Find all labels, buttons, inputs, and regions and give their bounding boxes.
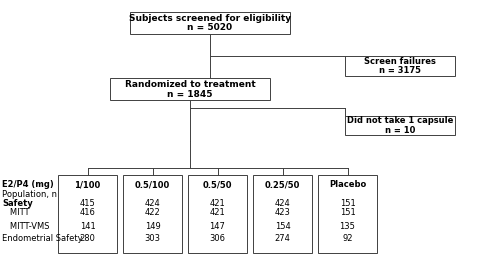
- Text: 421: 421: [210, 199, 226, 208]
- FancyBboxPatch shape: [130, 12, 290, 34]
- Text: Placebo: Placebo: [329, 180, 366, 189]
- Text: 423: 423: [274, 208, 290, 217]
- Text: n = 10: n = 10: [385, 126, 415, 135]
- FancyBboxPatch shape: [58, 175, 117, 253]
- Text: Randomized to treatment: Randomized to treatment: [124, 80, 256, 89]
- FancyBboxPatch shape: [345, 116, 455, 135]
- Text: MITT: MITT: [2, 208, 30, 217]
- Text: 92: 92: [342, 234, 353, 243]
- Text: 424: 424: [144, 199, 160, 208]
- Text: 0.25/50: 0.25/50: [265, 180, 300, 189]
- Text: 1/100: 1/100: [74, 180, 101, 189]
- Text: 274: 274: [274, 234, 290, 243]
- Text: 422: 422: [144, 208, 160, 217]
- Text: Endometrial Safety: Endometrial Safety: [2, 234, 83, 243]
- Text: 421: 421: [210, 208, 226, 217]
- Text: Safety: Safety: [2, 199, 33, 208]
- Text: 415: 415: [80, 199, 96, 208]
- FancyBboxPatch shape: [318, 175, 377, 253]
- Text: 416: 416: [80, 208, 96, 217]
- Text: n = 1845: n = 1845: [167, 90, 213, 98]
- Text: Subjects screened for eligibility: Subjects screened for eligibility: [129, 14, 291, 23]
- FancyBboxPatch shape: [188, 175, 247, 253]
- Text: 151: 151: [340, 199, 355, 208]
- FancyBboxPatch shape: [345, 56, 455, 76]
- Text: Screen failures: Screen failures: [364, 57, 436, 66]
- Text: Did not take 1 capsule: Did not take 1 capsule: [347, 117, 453, 125]
- Text: 303: 303: [144, 234, 160, 243]
- Text: 141: 141: [80, 222, 96, 231]
- Text: 280: 280: [80, 234, 96, 243]
- FancyBboxPatch shape: [253, 175, 312, 253]
- Text: Population, n: Population, n: [2, 190, 58, 199]
- FancyBboxPatch shape: [123, 175, 182, 253]
- Text: 147: 147: [210, 222, 226, 231]
- Text: 154: 154: [274, 222, 290, 231]
- Text: 135: 135: [340, 222, 355, 231]
- Text: 306: 306: [210, 234, 226, 243]
- Text: 424: 424: [274, 199, 290, 208]
- Text: n = 3175: n = 3175: [379, 66, 421, 75]
- FancyBboxPatch shape: [110, 78, 270, 100]
- Text: 151: 151: [340, 208, 355, 217]
- Text: E2/P4 (mg): E2/P4 (mg): [2, 180, 54, 189]
- Text: n = 5020: n = 5020: [188, 24, 232, 32]
- Text: 0.5/50: 0.5/50: [203, 180, 232, 189]
- Text: 0.5/100: 0.5/100: [135, 180, 170, 189]
- Text: 149: 149: [144, 222, 160, 231]
- Text: MITT-VMS: MITT-VMS: [2, 222, 50, 231]
